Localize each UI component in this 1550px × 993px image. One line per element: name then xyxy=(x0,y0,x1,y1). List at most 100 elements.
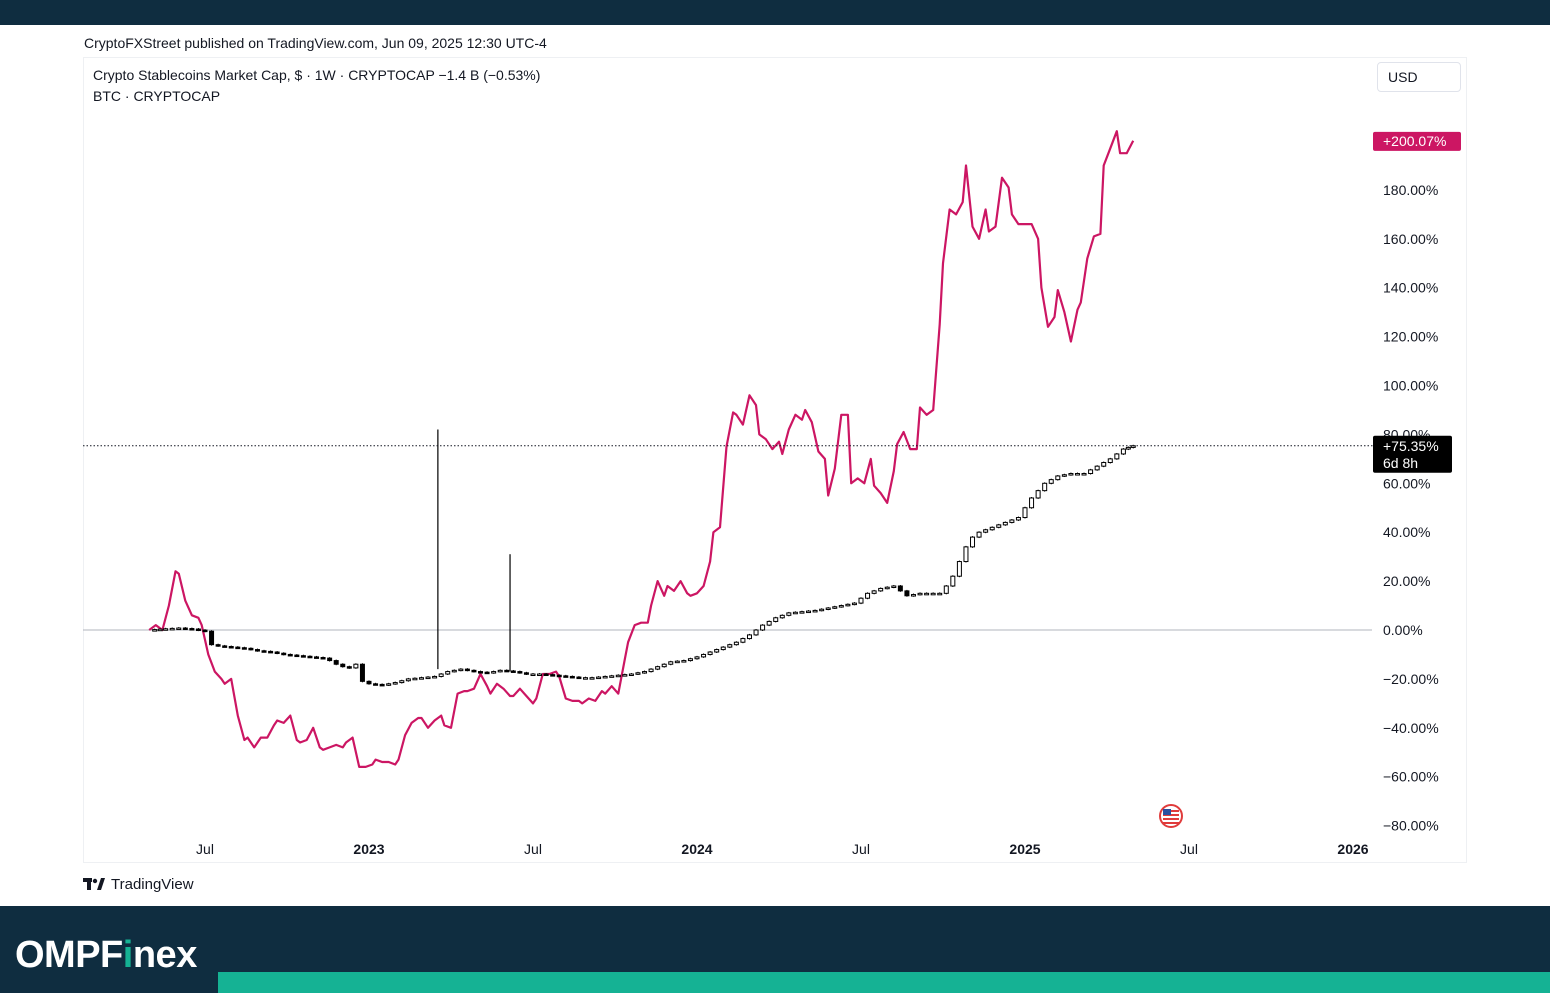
stablecoin-candle[interactable] xyxy=(261,650,267,653)
stablecoin-candle[interactable] xyxy=(786,612,792,616)
stablecoin-candle[interactable] xyxy=(228,646,234,649)
stablecoin-candle[interactable] xyxy=(399,680,405,684)
stablecoin-candle[interactable] xyxy=(740,638,746,643)
stablecoin-candle[interactable] xyxy=(865,592,871,599)
stablecoin-candle[interactable] xyxy=(707,651,713,655)
stablecoin-candle[interactable] xyxy=(235,646,241,650)
stablecoin-candle[interactable] xyxy=(602,675,608,679)
stablecoin-candle[interactable] xyxy=(478,671,484,674)
stablecoin-candle[interactable] xyxy=(904,590,910,597)
stablecoin-candle[interactable] xyxy=(346,666,352,669)
stablecoin-candle[interactable] xyxy=(1061,474,1067,477)
stablecoin-candle[interactable] xyxy=(464,668,470,672)
stablecoin-candle[interactable] xyxy=(976,531,982,538)
stablecoin-candle[interactable] xyxy=(412,677,418,681)
stablecoin-candle[interactable] xyxy=(943,585,949,594)
stablecoin-candle[interactable] xyxy=(779,614,785,619)
stablecoin-candle[interactable] xyxy=(799,611,805,614)
legend-main-symbol[interactable]: Crypto Stablecoins Market Cap, $ · 1W · … xyxy=(93,67,541,83)
stablecoin-candle[interactable] xyxy=(445,671,451,675)
stablecoin-candle[interactable] xyxy=(157,628,163,632)
stablecoin-candle[interactable] xyxy=(609,675,615,678)
stablecoin-candle[interactable] xyxy=(274,651,280,655)
stablecoin-candle[interactable] xyxy=(937,592,943,596)
stablecoin-candle[interactable] xyxy=(792,611,798,615)
stablecoin-candle[interactable] xyxy=(714,649,720,653)
stablecoin-candle[interactable] xyxy=(550,674,556,677)
stablecoin-candle[interactable] xyxy=(753,629,759,636)
stablecoin-candle[interactable] xyxy=(353,663,359,669)
stablecoin-candle[interactable] xyxy=(1120,448,1126,455)
stablecoin-candle[interactable] xyxy=(287,653,293,657)
stablecoin-candle[interactable] xyxy=(635,672,641,675)
stablecoin-candle[interactable] xyxy=(1055,475,1061,481)
stablecoin-candle[interactable] xyxy=(222,645,228,648)
stablecoin-candle[interactable] xyxy=(687,658,693,662)
stablecoin-candle[interactable] xyxy=(248,647,254,651)
stablecoin-candle[interactable] xyxy=(432,675,438,679)
stablecoin-candle[interactable] xyxy=(366,680,372,685)
stablecoin-candle[interactable] xyxy=(668,661,674,665)
stablecoin-candle[interactable] xyxy=(622,674,628,677)
stablecoin-candle[interactable] xyxy=(1094,465,1100,471)
stablecoin-candle[interactable] xyxy=(543,673,549,677)
stablecoin-candle[interactable] xyxy=(733,641,739,646)
stablecoin-candle[interactable] xyxy=(569,675,575,679)
stablecoin-candle[interactable] xyxy=(1068,473,1074,476)
stablecoin-candle[interactable] xyxy=(727,644,733,648)
publisher-name[interactable]: CryptoFXStreet xyxy=(84,35,181,51)
stablecoin-candle[interactable] xyxy=(320,657,326,660)
stablecoin-candle[interactable] xyxy=(1125,446,1131,450)
stablecoin-candle[interactable] xyxy=(254,649,260,652)
stablecoin-candle[interactable] xyxy=(766,620,772,626)
stablecoin-candle[interactable] xyxy=(294,654,300,658)
stablecoin-candle[interactable] xyxy=(1048,479,1054,484)
stablecoin-candle[interactable] xyxy=(169,627,175,631)
stablecoin-candle[interactable] xyxy=(189,628,195,631)
stablecoin-candle[interactable] xyxy=(956,561,962,577)
stablecoin-candle[interactable] xyxy=(812,609,818,613)
stablecoin-candle[interactable] xyxy=(451,669,457,673)
stablecoin-candle[interactable] xyxy=(268,650,274,654)
stablecoin-candle[interactable] xyxy=(1042,482,1048,492)
stablecoin-candle[interactable] xyxy=(576,676,582,680)
stablecoin-candle[interactable] xyxy=(1081,473,1087,476)
stablecoin-candle[interactable] xyxy=(195,628,201,632)
stablecoin-candle[interactable] xyxy=(491,671,497,674)
stablecoin-candle[interactable] xyxy=(1074,473,1080,476)
stablecoin-candle[interactable] xyxy=(209,630,215,646)
stablecoin-candle[interactable] xyxy=(897,585,903,592)
stablecoin-candle[interactable] xyxy=(1009,519,1015,523)
stablecoin-candle[interactable] xyxy=(832,606,838,609)
stablecoin-candle[interactable] xyxy=(510,670,516,673)
stablecoin-candle[interactable] xyxy=(884,586,890,590)
stablecoin-candle[interactable] xyxy=(1114,453,1120,460)
stablecoin-candle[interactable] xyxy=(504,669,510,673)
stablecoin-candle[interactable] xyxy=(307,655,313,659)
stablecoin-candle[interactable] xyxy=(694,656,700,660)
stablecoin-candle[interactable] xyxy=(484,671,490,675)
stablecoin-candle[interactable] xyxy=(701,653,707,658)
legend-compare-symbol[interactable]: BTC · CRYPTOCAP xyxy=(93,88,221,104)
stablecoin-candle[interactable] xyxy=(405,678,411,682)
stablecoin-candle[interactable] xyxy=(845,603,851,607)
currency-selector[interactable]: USD xyxy=(1377,62,1461,92)
tradingview-brand[interactable]: TradingView xyxy=(83,876,194,893)
stablecoin-candle[interactable] xyxy=(963,546,969,563)
stablecoin-candle[interactable] xyxy=(537,673,543,677)
stablecoin-candle[interactable] xyxy=(241,647,247,650)
stablecoin-candle[interactable] xyxy=(871,590,877,594)
stablecoin-candle[interactable] xyxy=(917,592,923,596)
stablecoin-candle[interactable] xyxy=(163,628,169,631)
btc-series-line[interactable] xyxy=(148,130,1135,768)
stablecoin-candle[interactable] xyxy=(1002,521,1008,526)
stablecoin-candle[interactable] xyxy=(596,676,602,680)
stablecoin-candle[interactable] xyxy=(314,656,320,659)
stablecoin-candle[interactable] xyxy=(819,608,825,612)
stablecoin-candle[interactable] xyxy=(674,660,680,664)
stablecoin-candle[interactable] xyxy=(582,677,588,680)
stablecoin-candle[interactable] xyxy=(202,629,208,633)
stablecoin-candle[interactable] xyxy=(989,526,995,531)
stablecoin-candle[interactable] xyxy=(418,677,424,680)
stablecoin-candle[interactable] xyxy=(615,674,621,678)
